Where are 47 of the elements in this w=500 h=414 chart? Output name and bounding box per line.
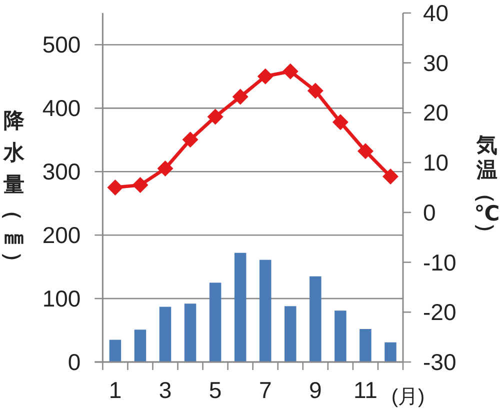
x-tick-label: 11 [354, 377, 378, 403]
point [207, 108, 224, 125]
y2-tick-label: 20 [423, 100, 449, 126]
y2-tick-label: -10 [423, 249, 456, 276]
x-tick-label: 9 [309, 377, 322, 403]
y2-tick-label: -20 [423, 299, 456, 326]
y2-tick-label: 30 [423, 50, 449, 76]
y-tick-label: 200 [42, 222, 81, 248]
y-tick-label: 500 [42, 32, 81, 58]
bar [284, 306, 296, 362]
point [332, 114, 348, 130]
point [307, 82, 324, 99]
x-tick-label: 3 [158, 377, 172, 403]
y-tick-label: 0 [68, 349, 81, 375]
x-tick-label: 7 [258, 377, 272, 403]
point [232, 88, 248, 105]
bar [159, 306, 172, 362]
bar [234, 252, 246, 362]
point [382, 168, 398, 185]
y-tick-label: 400 [42, 95, 81, 122]
point [182, 132, 198, 148]
y2-tick-label: 10 [423, 150, 449, 176]
point [107, 180, 124, 196]
bar [310, 276, 322, 362]
bar [360, 329, 372, 362]
bar [334, 310, 346, 362]
y2-axis-title: 気温（℃） [474, 134, 500, 244]
bar [184, 304, 196, 362]
y-tick-label: 100 [42, 286, 81, 312]
bar [384, 342, 396, 362]
point [257, 68, 274, 84]
bar [209, 282, 222, 362]
x-tick-label: 1 [108, 377, 122, 403]
point [282, 63, 298, 80]
point [157, 160, 174, 177]
point [132, 177, 148, 194]
x-axis-title: (月) [391, 386, 425, 408]
x-tick-label: 5 [208, 377, 222, 403]
y-tick-label: 300 [42, 158, 81, 185]
bar [259, 260, 272, 362]
y-axis-title: 降水量（㎜） [1, 110, 26, 272]
bar [109, 340, 122, 362]
bar [134, 330, 146, 362]
y2-tick-label: 0 [423, 199, 436, 226]
y2-tick-label: 40 [423, 0, 449, 26]
point [357, 143, 374, 160]
y2-tick-label: -30 [423, 349, 456, 375]
